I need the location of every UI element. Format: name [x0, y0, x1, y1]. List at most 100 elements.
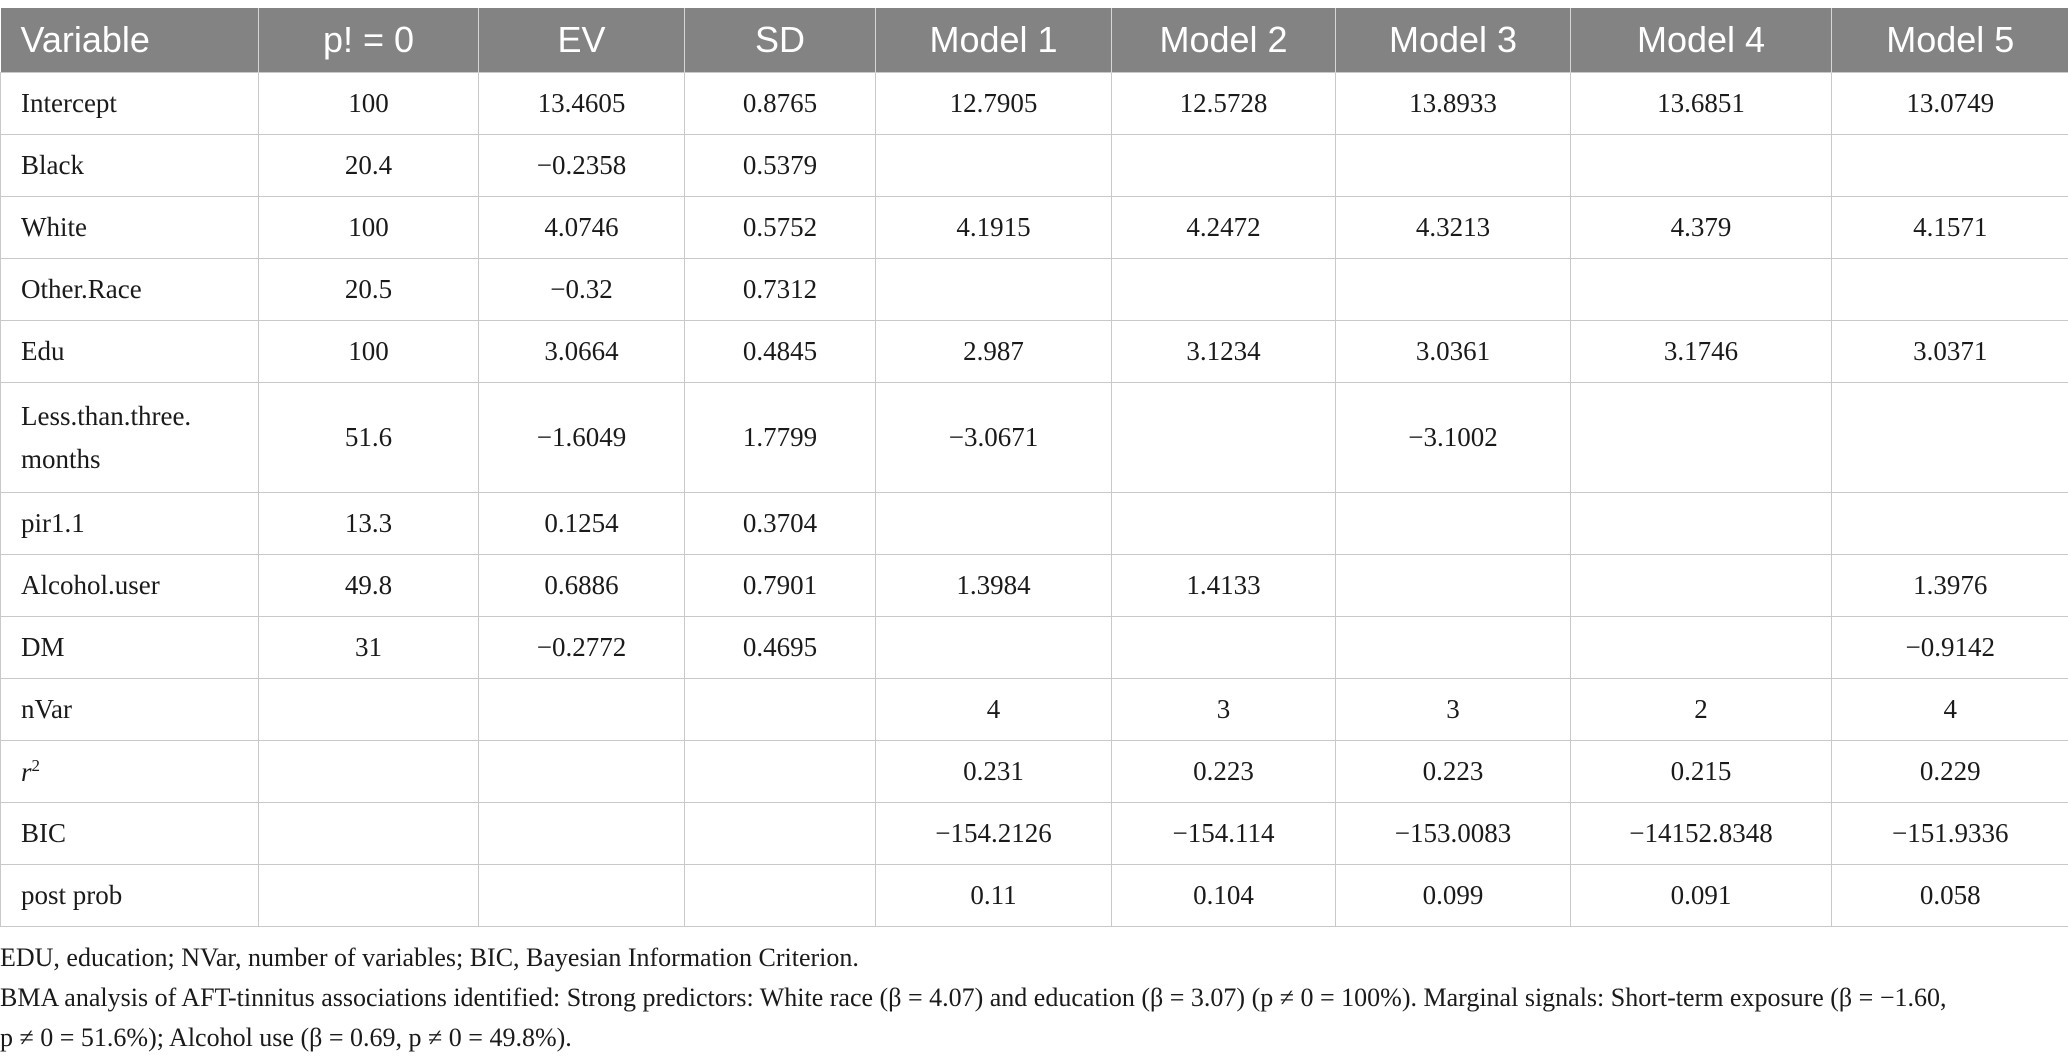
table-cell: 0.5379: [684, 134, 876, 197]
table-cell: 100: [258, 196, 479, 259]
table-cell: 3: [1335, 678, 1571, 741]
table-cell: [478, 864, 685, 927]
table-cell: 2.987: [875, 320, 1112, 383]
table-cell: −0.2358: [478, 134, 685, 197]
table-cell: −3.0671: [875, 382, 1112, 493]
table-cell: [684, 678, 876, 741]
table-cell: [1831, 382, 2068, 493]
table-cell: 0.7901: [684, 554, 876, 617]
header-model-2: Model 2: [1111, 8, 1336, 73]
row-label: pir1.1: [0, 492, 259, 555]
header-model-5: Model 5: [1831, 8, 2068, 73]
table-cell: 0.7312: [684, 258, 876, 321]
table-cell: 2: [1570, 678, 1832, 741]
table-cell: 0.5752: [684, 196, 876, 259]
table-cell: 100: [258, 72, 479, 135]
table-cell: 0.099: [1335, 864, 1571, 927]
table-cell: [1335, 554, 1571, 617]
table-cell: −0.32: [478, 258, 685, 321]
table-cell: 20.4: [258, 134, 479, 197]
row-label: Less.than.three. months: [0, 382, 259, 493]
header-model-4: Model 4: [1570, 8, 1832, 73]
table-cell: [258, 678, 479, 741]
table-cell: [1570, 554, 1832, 617]
row-label-line-2: months: [21, 443, 101, 474]
table-cell: 0.229: [1831, 740, 2068, 803]
table-cell: [1831, 258, 2068, 321]
table-cell: [684, 864, 876, 927]
table-cell: 3.0361: [1335, 320, 1571, 383]
table-cell: 49.8: [258, 554, 479, 617]
table-cell: 0.231: [875, 740, 1112, 803]
table-cell: 12.5728: [1111, 72, 1336, 135]
row-label: White: [0, 196, 259, 259]
table-cell: −14152.8348: [1570, 802, 1832, 865]
table-cell: 13.4605: [478, 72, 685, 135]
row-label: nVar: [0, 678, 259, 741]
table-cell: 4.0746: [478, 196, 685, 259]
table-cell: 1.3976: [1831, 554, 2068, 617]
header-model-3: Model 3: [1335, 8, 1571, 73]
footnote-summary-line-1: BMA analysis of AFT-tinnitus association…: [0, 983, 1947, 1012]
table-row: Alcohol.user 49.8 0.6886 0.7901 1.3984 1.4133…: [0, 554, 2068, 617]
table-cell: 4: [875, 678, 1112, 741]
table-cell: −0.2772: [478, 616, 685, 679]
table-cell: [875, 134, 1112, 197]
table-cell: 3.1234: [1111, 320, 1336, 383]
table-cell: 0.223: [1335, 740, 1571, 803]
table-cell: −153.0083: [1335, 802, 1571, 865]
table-cell: 3.1746: [1570, 320, 1832, 383]
row-label: r2: [0, 740, 259, 803]
table-cell: 51.6: [258, 382, 479, 493]
table-row: post prob 0.11 0.104 0.099 0.091 0.058: [0, 864, 2068, 927]
table-cell: [478, 802, 685, 865]
row-label: Other.Race: [0, 258, 259, 321]
row-label: BIC: [0, 802, 259, 865]
table-cell: [1570, 616, 1832, 679]
table-cell: 4.2472: [1111, 196, 1336, 259]
table-cell: 3.0664: [478, 320, 685, 383]
table-footnotes: EDU, education; NVar, number of variable…: [0, 938, 2060, 1058]
table-cell: [684, 740, 876, 803]
table-cell: 0.8765: [684, 72, 876, 135]
table-cell: 100: [258, 320, 479, 383]
table-cell: [478, 678, 685, 741]
table-cell: 0.3704: [684, 492, 876, 555]
table-cell: [1335, 616, 1571, 679]
table-cell: [1111, 616, 1336, 679]
table-cell: 4: [1831, 678, 2068, 741]
table-cell: −154.114: [1111, 802, 1336, 865]
header-pip: p! = 0: [258, 8, 479, 73]
table-cell: 0.091: [1570, 864, 1832, 927]
row-label: post prob: [0, 864, 259, 927]
table-row: BIC −154.2126 −154.114 −153.0083 −14152.8348…: [0, 802, 2068, 865]
table-cell: −3.1002: [1335, 382, 1571, 493]
row-label: Intercept: [0, 72, 259, 135]
header-ev: EV: [478, 8, 685, 73]
table-row: Black 20.4 −0.2358 0.5379: [0, 134, 2068, 197]
header-sd: SD: [684, 8, 876, 73]
table-cell: [1570, 258, 1832, 321]
table-cell: 0.4695: [684, 616, 876, 679]
table-cell: 0.6886: [478, 554, 685, 617]
row-label: Black: [0, 134, 259, 197]
footnote-abbreviations: EDU, education; NVar, number of variable…: [0, 943, 859, 972]
table-cell: 13.6851: [1570, 72, 1832, 135]
table-cell: 4.3213: [1335, 196, 1571, 259]
row-label: DM: [0, 616, 259, 679]
table-cell: [258, 864, 479, 927]
r-superscript: 2: [31, 755, 41, 775]
table-row: Intercept 100 13.4605 0.8765 12.7905 12.5728 1…: [0, 72, 2068, 135]
table-cell: 1.7799: [684, 382, 876, 493]
table-cell: [875, 616, 1112, 679]
table-row: Edu 100 3.0664 0.4845 2.987 3.1234 3.0361 3.174…: [0, 320, 2068, 383]
table-cell: [1111, 134, 1336, 197]
table-row: Less.than.three. months 51.6 −1.6049 1.7799−…: [0, 382, 2068, 493]
table-cell: 4.379: [1570, 196, 1832, 259]
table-cell: [478, 740, 685, 803]
table-cell: 3.0371: [1831, 320, 2068, 383]
table-cell: 12.7905: [875, 72, 1112, 135]
table-cell: 1.3984: [875, 554, 1112, 617]
table-cell: [1111, 258, 1336, 321]
r-squared-label: r2: [21, 755, 41, 787]
